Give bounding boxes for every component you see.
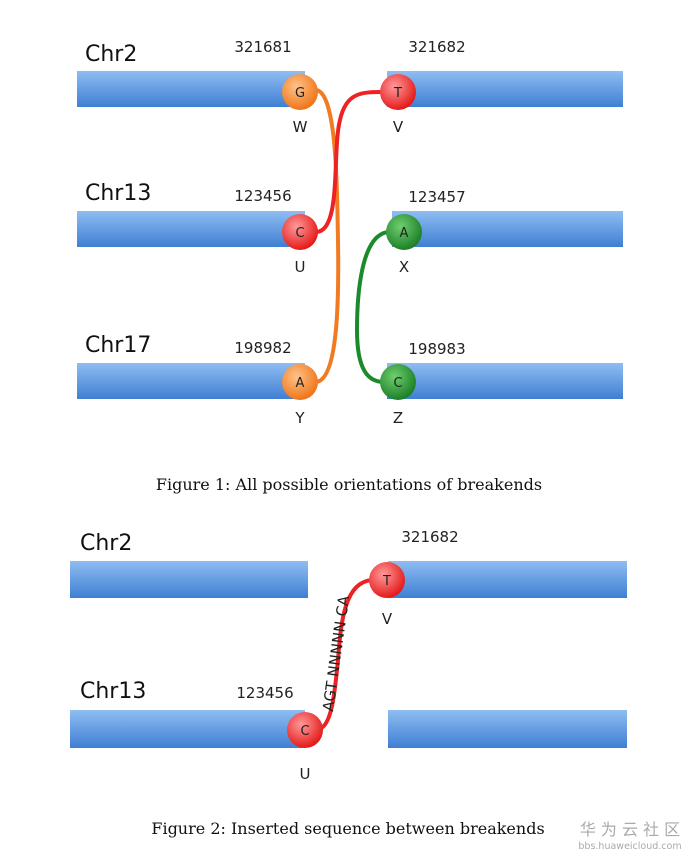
chr2-label: Chr2 bbox=[80, 531, 132, 556]
breakend-node bbox=[282, 214, 318, 250]
base-letter: T bbox=[382, 574, 391, 589]
figure-1-caption: Figure 1: All possible orientations of b… bbox=[156, 475, 542, 494]
chr2-label: Chr2 bbox=[85, 42, 137, 67]
position-label: 123457 bbox=[408, 188, 465, 206]
base-letter: C bbox=[393, 376, 402, 391]
chromosome-bar bbox=[77, 211, 305, 247]
chromosome-bar bbox=[77, 363, 305, 399]
chromosome-bar bbox=[387, 363, 623, 399]
inserted-sequence-label: AGT NNNNN CA bbox=[319, 594, 353, 713]
base-letter: T bbox=[393, 86, 402, 101]
position-label: 321682 bbox=[408, 38, 465, 56]
base-letter: A bbox=[400, 226, 409, 241]
base-letter: G bbox=[295, 86, 305, 101]
chromosome-bar bbox=[392, 211, 623, 247]
position-label: 198982 bbox=[234, 339, 291, 357]
breakend-label: X bbox=[399, 258, 409, 276]
chromosome-bar bbox=[388, 561, 627, 598]
orange-junction-curve bbox=[315, 88, 341, 384]
watermark-title: 华 为 云 社 区 bbox=[580, 820, 680, 839]
red-junction-curve bbox=[315, 90, 385, 234]
chr17-label: Chr17 bbox=[85, 333, 151, 358]
breakend-node bbox=[287, 712, 323, 748]
position-label: 321681 bbox=[234, 38, 291, 56]
chr13-label: Chr13 bbox=[80, 679, 146, 704]
base-letter: C bbox=[300, 724, 309, 739]
breakend-label: U bbox=[300, 765, 311, 783]
breakend-node bbox=[282, 74, 318, 110]
breakend-node bbox=[386, 214, 422, 250]
chromosome-bar bbox=[77, 71, 305, 107]
breakend-label: V bbox=[382, 610, 393, 628]
watermark-url: bbs.huaweicloud.com bbox=[578, 841, 681, 852]
figure-1: Chr2 Chr13 Chr17 321681 321682 123456 12… bbox=[77, 38, 623, 494]
position-label: 123456 bbox=[236, 684, 293, 702]
breakend-label: W bbox=[293, 118, 308, 136]
chromosome-bar bbox=[387, 71, 623, 107]
position-label: 321682 bbox=[401, 528, 458, 546]
figure-2-caption: Figure 2: Inserted sequence between brea… bbox=[151, 819, 544, 838]
chromosome-bar bbox=[70, 710, 305, 748]
chromosome-bar bbox=[388, 710, 627, 748]
breakend-label: V bbox=[393, 118, 404, 136]
breakend-label: Y bbox=[294, 409, 305, 427]
chr13-label: Chr13 bbox=[85, 181, 151, 206]
breakend-label: Z bbox=[393, 409, 403, 427]
position-label: 198983 bbox=[408, 340, 465, 358]
position-label: 123456 bbox=[234, 187, 291, 205]
green-junction-curve bbox=[354, 230, 391, 384]
breakend-node bbox=[369, 562, 405, 598]
chromosome-bar bbox=[70, 561, 308, 598]
breakend-node bbox=[282, 364, 318, 400]
base-letter: A bbox=[296, 376, 305, 391]
breakend-label: U bbox=[295, 258, 306, 276]
figure-2: Chr2 Chr13 321682 123456 AGT NNNNN CA T … bbox=[70, 528, 627, 838]
base-letter: C bbox=[295, 226, 304, 241]
breakend-node bbox=[380, 74, 416, 110]
red-junction-curve bbox=[317, 578, 373, 731]
breakend-node bbox=[380, 364, 416, 400]
